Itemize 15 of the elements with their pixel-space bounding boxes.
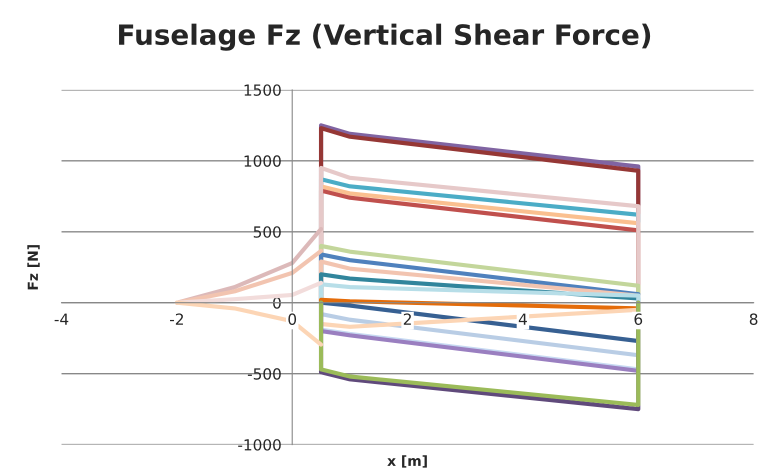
y-tick-label: 1000 xyxy=(244,155,281,167)
x-tick-label: 0 xyxy=(288,313,296,325)
y-tick-label: 1500 xyxy=(244,84,281,96)
x-tick-label: -2 xyxy=(170,313,183,325)
x-tick-label: 4 xyxy=(518,314,527,325)
x-tick-label: 2 xyxy=(404,313,411,325)
y-tick-label: 500 xyxy=(254,226,281,238)
y-axis-title: Fz [N] xyxy=(27,245,40,290)
x-tick-label: 8 xyxy=(750,313,758,325)
x-tick-label: 6 xyxy=(634,313,642,325)
chart-title: Fuselage Fz (Vertical Shear Force) xyxy=(119,24,650,51)
x-axis-title: x [m] xyxy=(387,455,427,468)
x-tick-label: -4 xyxy=(54,314,68,325)
y-tick-label: -1000 xyxy=(238,439,281,451)
y-tick-label: -500 xyxy=(248,368,281,380)
